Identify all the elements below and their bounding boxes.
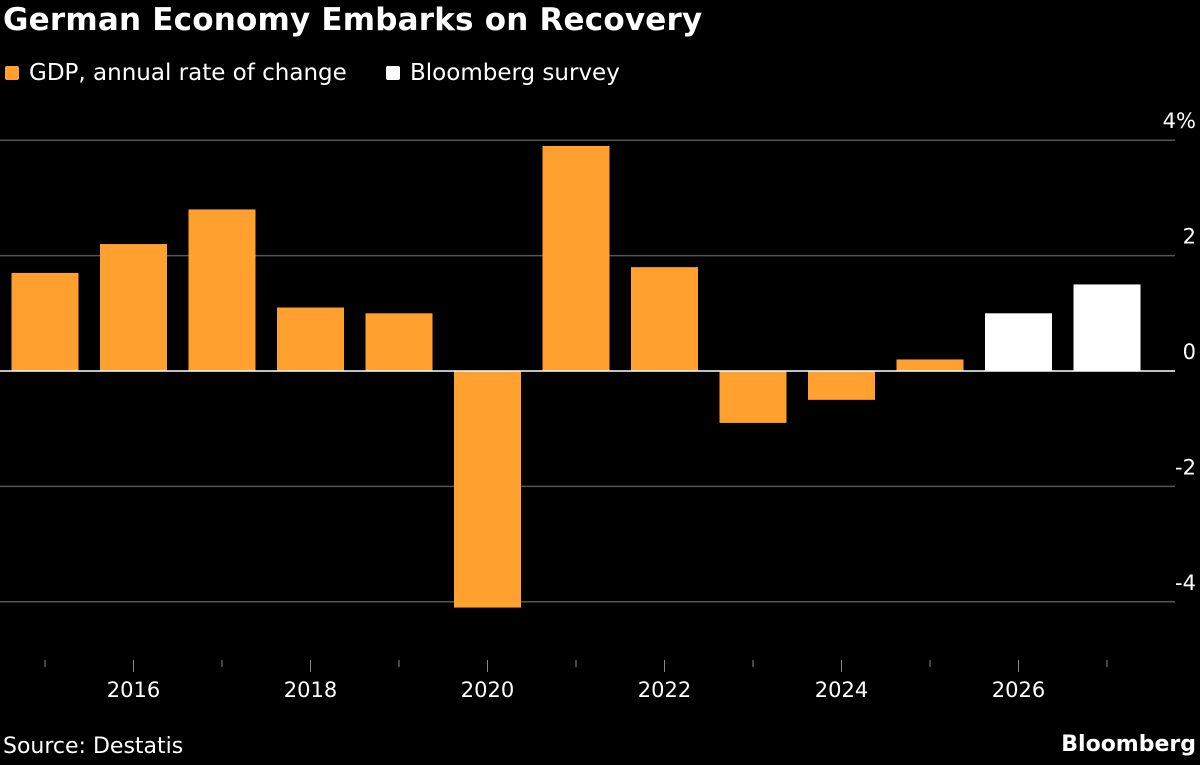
bar-2027 [1073, 284, 1141, 371]
bar-2016 [100, 244, 167, 371]
bar-2021 [542, 145, 610, 371]
x-tick-label: 2020 [461, 678, 514, 702]
bar-2026 [985, 313, 1052, 371]
bar-2024 [808, 371, 875, 400]
y-tick-label: 2 [1183, 225, 1196, 249]
legend-label-gdp: GDP, annual rate of change [29, 60, 347, 86]
legend-label-survey: Bloomberg survey [410, 60, 620, 86]
bar-2019 [365, 313, 433, 371]
bar-2022 [631, 267, 698, 371]
legend-swatch-gdp [5, 66, 19, 80]
chart-title: German Economy Embarks on Recovery [3, 2, 703, 38]
bar-2020 [454, 371, 521, 608]
y-tick-label: 4% [1163, 109, 1196, 133]
bar-2023 [719, 371, 787, 423]
bar-2018 [277, 307, 344, 371]
y-tick-label: -2 [1175, 455, 1196, 479]
x-tick-label: 2018 [284, 678, 337, 702]
x-tick-label: 2026 [992, 678, 1045, 702]
legend-item-gdp: GDP, annual rate of change [5, 60, 347, 86]
legend-swatch-survey [386, 66, 400, 80]
bloomberg-logo: Bloomberg [1061, 732, 1196, 757]
bar-2017 [188, 209, 256, 371]
legend-item-survey: Bloomberg survey [386, 60, 620, 86]
x-tick-label: 2016 [107, 678, 160, 702]
source-note: Source: Destatis [3, 734, 184, 759]
x-tick-label: 2022 [638, 678, 691, 702]
y-tick-label: -4 [1175, 571, 1196, 595]
y-tick-label: 0 [1183, 340, 1196, 364]
bar-2015 [11, 272, 79, 371]
x-tick-label: 2024 [815, 678, 868, 702]
bar-2025 [896, 359, 964, 371]
